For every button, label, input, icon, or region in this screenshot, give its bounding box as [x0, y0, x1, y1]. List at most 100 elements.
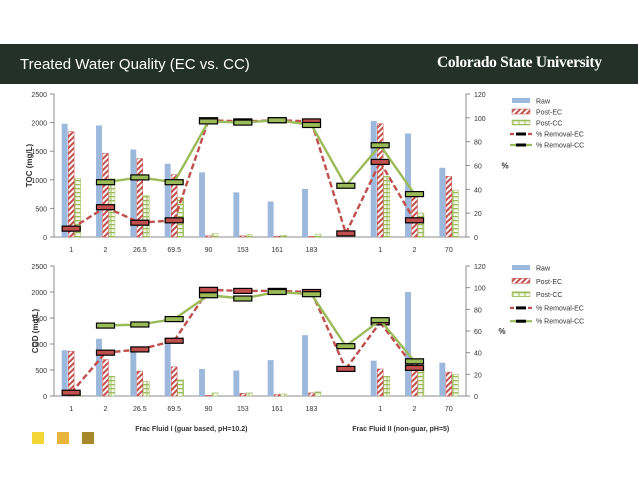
- marker-removal-cc: [370, 142, 390, 149]
- category-label: 1: [378, 247, 382, 254]
- bar-post-ec: [136, 370, 144, 397]
- y2-tick-label: 80: [474, 307, 482, 314]
- line-segment-removal-cc: [173, 294, 210, 321]
- y2-tick-label: 40: [474, 351, 482, 358]
- bar-post-ec: [102, 153, 109, 238]
- bar-raw: [164, 163, 171, 237]
- bar-raw: [61, 350, 68, 396]
- legend-swatch: [511, 291, 531, 297]
- marker-removal-cc: [301, 121, 322, 129]
- y2-tick-label: 20: [474, 372, 482, 379]
- y-axis-title: TOC (mg/L): [25, 143, 34, 187]
- legend-swatch-marker: [516, 143, 526, 147]
- category-label: 2: [413, 247, 417, 254]
- bar-post-ec: [67, 351, 75, 397]
- bar-post-cc: [452, 373, 459, 397]
- y-tick-label: 1000: [31, 342, 47, 349]
- marker-removal-ec: [233, 287, 253, 295]
- marker-removal-ec: [61, 389, 81, 396]
- line-segment-removal-cc: [310, 124, 347, 187]
- bar-raw: [302, 335, 308, 396]
- category-label: 90: [205, 406, 213, 413]
- y2-tick-label: 60: [474, 329, 482, 336]
- bar-post-cc: [74, 178, 81, 238]
- category-label: 1: [378, 406, 382, 413]
- bar-raw: [130, 350, 137, 396]
- y2-tick-label: 120: [474, 92, 486, 99]
- bar-raw: [370, 120, 377, 237]
- y-tick-label: 0: [43, 235, 47, 242]
- legend-swatch: [512, 265, 530, 270]
- bar-post-cc: [314, 233, 322, 238]
- bar-post-ec: [273, 235, 281, 238]
- bar-post-ec: [239, 393, 247, 397]
- legend-label: Raw: [536, 99, 551, 106]
- legend-swatch: [511, 278, 531, 284]
- y-tick-label: 2500: [31, 264, 47, 271]
- marker-removal-cc: [95, 322, 116, 329]
- bar-post-cc: [314, 391, 322, 397]
- bar-post-cc: [383, 375, 390, 397]
- decor-square-yellow: [32, 432, 44, 444]
- y-tick-label: 2500: [31, 92, 47, 99]
- bar-post-ec: [445, 176, 453, 238]
- marker-removal-ec: [336, 230, 356, 237]
- bar-post-cc: [246, 392, 253, 397]
- category-label: 161: [271, 247, 283, 254]
- marker-removal-cc: [95, 179, 116, 186]
- marker-removal-ec: [370, 158, 390, 166]
- legend-label: % Removal-CC: [536, 319, 584, 326]
- bar-raw: [96, 338, 102, 396]
- y-tick-label: 2000: [31, 290, 47, 297]
- bar-raw: [405, 292, 411, 396]
- bar-post-cc: [452, 189, 459, 238]
- decor-square-orange: [57, 432, 69, 444]
- y2-tick-label: 20: [474, 211, 482, 218]
- category-label: 26.5: [133, 247, 147, 254]
- line-segment-removal-ec: [173, 289, 210, 342]
- group-label-frac-fluid-1: Frac Fluid I (guar based, pH=10.2): [135, 426, 247, 433]
- y2-axis-title: %: [498, 327, 505, 336]
- marker-removal-ec: [336, 365, 356, 373]
- line-segment-removal-cc: [344, 144, 382, 187]
- y2-tick-label: 80: [474, 140, 482, 147]
- marker-removal-ec: [95, 349, 116, 356]
- line-segment-removal-cc: [345, 319, 381, 348]
- category-label: 2: [413, 406, 417, 413]
- y-tick-label: 500: [35, 368, 47, 375]
- legend-label: % Removal-EC: [536, 132, 584, 139]
- bar-post-ec: [170, 366, 178, 397]
- y2-tick-label: 120: [474, 264, 486, 271]
- bar-post-cc: [108, 375, 116, 397]
- bar-post-ec: [136, 158, 144, 238]
- legend-label: Post-EC: [536, 279, 562, 286]
- bar-post-cc: [143, 381, 150, 397]
- line-segment-removal-cc: [173, 120, 210, 183]
- legend-swatch: [512, 98, 530, 103]
- bar-post-cc: [417, 212, 425, 238]
- category-label: 70: [445, 247, 453, 254]
- marker-removal-cc: [233, 119, 253, 126]
- category-label: 90: [205, 247, 213, 254]
- marker-removal-cc: [336, 182, 356, 189]
- y-tick-label: 2000: [31, 121, 47, 128]
- line-segment-removal-ec: [379, 161, 416, 221]
- legend-label: Post-EC: [536, 110, 562, 117]
- legend-swatch-marker: [516, 132, 526, 136]
- group-label-frac-fluid-2: Frac Fluid II (non-guar, pH=5): [352, 426, 449, 433]
- y-tick-label: 0: [43, 394, 47, 401]
- bar-post-ec: [376, 368, 384, 397]
- line-segment-removal-cc: [379, 319, 416, 363]
- bar-post-cc: [211, 233, 219, 238]
- y-tick-label: 1500: [31, 149, 47, 156]
- bar-post-ec: [376, 123, 384, 238]
- bar-post-cc: [280, 393, 287, 397]
- decor-square-olive: [82, 432, 94, 444]
- marker-removal-ec: [164, 337, 184, 344]
- bar-post-ec: [308, 236, 315, 238]
- marker-removal-cc: [370, 317, 390, 324]
- category-label: 69.5: [167, 406, 181, 413]
- line-segment-removal-cc: [310, 293, 347, 347]
